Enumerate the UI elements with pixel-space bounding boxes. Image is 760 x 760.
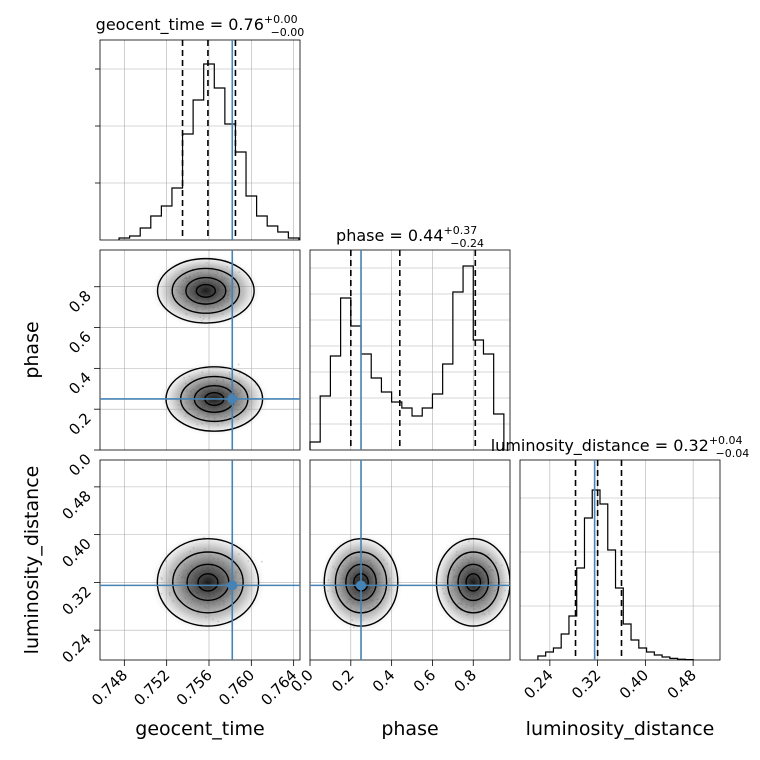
y-tick-label: 0.24 <box>58 630 94 666</box>
contour-level <box>172 551 244 614</box>
y-tick-label: 0.8 <box>65 287 95 317</box>
x-tick-label: 0.32 <box>568 666 604 702</box>
x-tick-label: 0.24 <box>520 666 556 702</box>
truth-marker <box>227 580 238 591</box>
x-tick-label: 0.752 <box>130 666 173 709</box>
y-tick-label: 0.2 <box>65 409 95 439</box>
panel-frame <box>519 459 721 661</box>
x-tick-label: 0.756 <box>173 666 216 709</box>
x-tick-label: 0.6 <box>410 666 440 696</box>
panel-phase-vs-geocent-time <box>99 249 301 451</box>
x-tick-label: 0.748 <box>88 666 131 709</box>
panel-distance-vs-geocent-time <box>99 459 301 661</box>
panel-frame <box>309 459 511 661</box>
histogram-geocent-time <box>118 63 300 240</box>
panel-geocent-time-hist: geocent_time = 0.76+0.00 −0.00 <box>96 13 305 241</box>
panel-frame <box>99 249 301 451</box>
x-tick-label: 0.8 <box>450 666 480 696</box>
contour-level <box>195 283 216 298</box>
x-tick-label: 0.40 <box>616 666 652 702</box>
contour-level <box>185 276 227 305</box>
contour-level <box>156 257 255 324</box>
panel-frame <box>99 459 301 661</box>
y-tick-label: 0.40 <box>58 535 94 571</box>
histogram-luminosity-distance <box>537 489 694 661</box>
density-blob <box>151 254 261 328</box>
x-axis-label-luminosity-distance: luminosity_distance <box>526 718 715 740</box>
panel-distance-hist: luminosity_distance = 0.32+0.04 −0.04 <box>491 434 750 661</box>
y-axis-label-phase: phase <box>21 321 43 378</box>
scatter-density-distance-geocent <box>150 532 266 632</box>
y-tick-label: 0.48 <box>58 487 94 523</box>
panel-distance-vs-phase <box>309 459 511 661</box>
contour-level <box>156 537 260 627</box>
panel-phase-hist: phase = 0.44+0.37 −0.24 <box>309 224 511 451</box>
y-tick-label: 0.32 <box>58 582 94 618</box>
x-axis-label-geocent-time: geocent_time <box>135 718 264 740</box>
contour-level <box>171 267 241 314</box>
scatter-point <box>237 363 240 366</box>
title-geocent-time: geocent_time = 0.76+0.00 −0.00 <box>96 13 305 39</box>
y-tick-label: 0.4 <box>65 368 95 398</box>
y-tick-label: 0.6 <box>65 328 95 358</box>
contour-level <box>457 563 490 602</box>
y-axis-label-luminosity-distance: luminosity_distance <box>21 466 43 655</box>
truth-marker <box>356 580 367 591</box>
y-tick-label: 0.0 <box>65 450 95 480</box>
contour-level <box>446 551 500 614</box>
contour-level <box>197 573 219 592</box>
x-tick-label: 0.2 <box>328 666 358 696</box>
density-blob <box>150 532 266 632</box>
contour-level <box>465 573 482 592</box>
x-axis-label-phase: phase <box>381 718 438 740</box>
truth-marker <box>227 393 238 404</box>
panel-frame <box>309 249 511 451</box>
histogram-phase <box>309 265 505 450</box>
density-blob <box>431 533 510 632</box>
title-luminosity-distance: luminosity_distance = 0.32+0.04 −0.04 <box>491 434 750 460</box>
x-tick-label: 0.760 <box>215 666 258 709</box>
x-tick-label: 0.48 <box>664 666 700 702</box>
panel-frame <box>99 39 301 241</box>
scatter-point <box>260 560 263 563</box>
contour-level <box>435 538 510 627</box>
title-phase: phase = 0.44+0.37 −0.24 <box>336 224 484 250</box>
x-tick-label: 0.4 <box>369 666 399 696</box>
